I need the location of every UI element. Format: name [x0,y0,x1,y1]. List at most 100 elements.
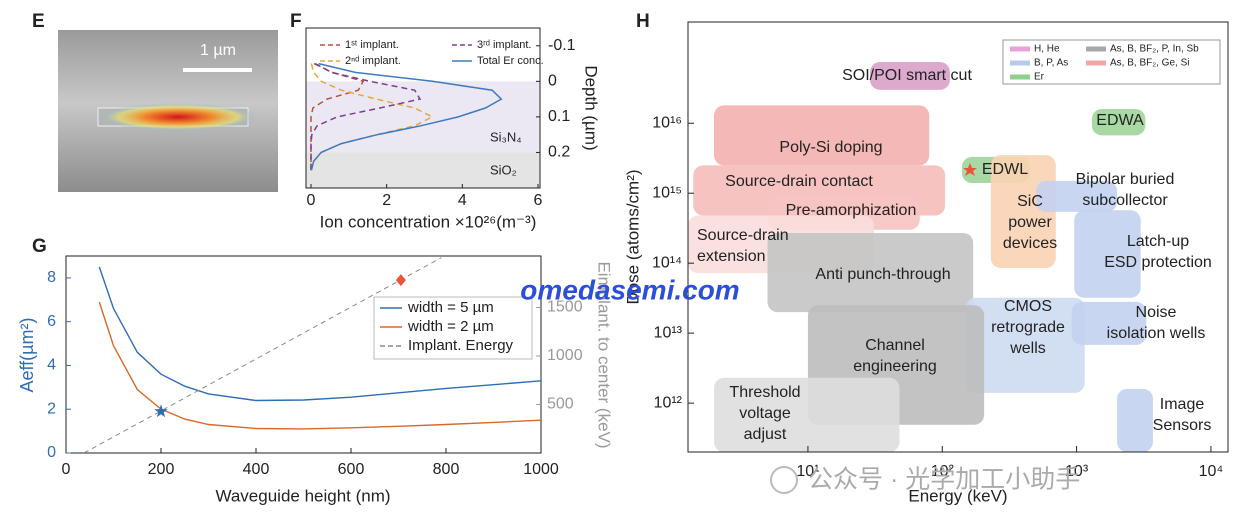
x-tick-label: 400 [243,461,270,478]
legend-label: Total Er conc. [477,55,544,67]
x-tick-label: 10¹ [796,463,819,480]
x-tick-label: 10² [931,463,955,480]
series-line [83,257,442,453]
y-tick-label: 10¹⁵ [652,184,682,201]
region-label: retrograde [991,319,1065,336]
legend-box [1002,39,1221,85]
x-axis-label: Ion concentration ×10²⁶(m⁻³) [320,212,537,231]
legend-label: Implant. Energy [408,337,514,354]
y-tick-label: 8 [47,269,56,286]
region [767,232,974,313]
y2-tick-label: 1500 [547,299,583,316]
layer-label: SiO₂ [490,162,517,177]
region-label: Latch-up [1127,233,1189,250]
region-label: engineering [853,358,937,375]
legend-label: 1ˢᵗ implant. [345,39,399,51]
region-label: subcollector [1082,192,1168,209]
region-label: voltage [739,405,791,422]
legend-label: B, P, As [1034,58,1068,69]
y-tick-label: 4 [47,357,56,374]
x-tick-label: 10⁴ [1199,463,1224,480]
region-label: devices [1003,235,1057,252]
plot-frame [65,255,542,454]
region [1071,301,1147,345]
y-tick-label: 2 [47,400,56,417]
panel-label: H [636,11,650,32]
region-label: Channel [865,337,925,354]
region-label: Poly-Si doping [779,139,882,156]
marker [154,404,168,418]
region [1117,388,1153,452]
region-label: SOI/POI smart cut [842,67,972,84]
charts: Si₃N₄ SiO₂ 0 2 4 6 -0.1 0 0.1 0.2 1ˢᵗ implant. 2ⁿᵈ … [17,11,1229,505]
series-line [310,62,503,171]
wechat-icon [770,466,798,494]
region-label: Threshold [729,384,800,401]
x-tick-label: 2 [382,192,391,209]
x-tick-label: 10³ [1065,463,1089,480]
y-tick-label: -0.1 [548,37,576,54]
y-axis-label: Dose (atoms/cm²) [623,169,642,304]
region-label: isolation wells [1107,325,1206,342]
watermark: 公众号 · 光学加工小助手 [808,466,1080,494]
x-axis-label: Energy (keV) [908,486,1007,505]
region-label: Source-drain [697,227,789,244]
region-label: power [1008,214,1052,231]
region-label: Source-drain contact [725,173,873,190]
y-tick-label: 0 [47,444,56,461]
region-label: wells [1009,340,1046,357]
mode-profile [98,103,258,131]
legend-label: As, B, BF₂, P, In, Sb [1110,44,1199,55]
region [1074,210,1141,298]
region-label: extension [697,248,766,265]
legend-swatch [1010,74,1030,80]
region [870,62,950,90]
region-label: Noise [1136,304,1177,321]
x-tick-label: 0 [307,192,316,209]
x-tick-label: 4 [458,192,467,209]
layer-band [306,81,540,153]
region-label: adjust [744,426,787,443]
y-axis-label: Aeff(µm²) [17,317,37,392]
y2-tick-label: 1000 [547,347,583,364]
legend-label: As, B, BF₂, Ge, Si [1110,58,1189,69]
region-label: Sensors [1153,417,1212,434]
layer-band [306,152,540,188]
panel-label: E [32,11,45,32]
legend-label: 2ⁿᵈ implant. [345,55,401,67]
y-tick-label: 0.2 [548,144,570,161]
series-line [310,62,365,171]
layer-label: Si₃N₄ [490,129,522,144]
y-tick-label: 10¹³ [654,324,683,341]
legend-swatch [1086,46,1106,52]
marker [395,274,406,287]
y-tick-label: 0.1 [548,108,570,125]
legend-label: H, He [1034,44,1060,55]
scale-bar-label: 1 µm [200,42,236,59]
region [1036,180,1118,212]
x-axis-label: Waveguide height (nm) [215,486,390,505]
y2-axis-label: Eimplant. to center (keV) [595,261,614,448]
plot-frame [687,21,1229,453]
legend-label: width = 2 µm [407,318,494,335]
x-tick-label: 6 [534,192,543,209]
region [714,377,900,452]
region-label: ESD protection [1104,254,1212,271]
region-label: Bipolar buried [1076,171,1175,188]
plot-frame [305,27,541,189]
region [714,105,930,166]
region-label: EDWA [1096,112,1144,129]
legend-swatch [1010,60,1030,66]
y-tick-label: 10¹⁴ [652,254,682,271]
edwl-star [963,163,977,176]
region-label: SiC [1017,193,1043,210]
x-tick-label: 0 [62,461,71,478]
legend-label: width = 5 µm [407,299,494,316]
y-tick-label: 10¹² [654,394,683,411]
legend-label: 3ʳᵈ implant. [477,39,531,51]
legend-label: Er [1034,72,1045,83]
y2-tick-label: 500 [547,396,574,413]
region [965,297,1085,393]
x-tick-label: 1000 [523,461,559,478]
